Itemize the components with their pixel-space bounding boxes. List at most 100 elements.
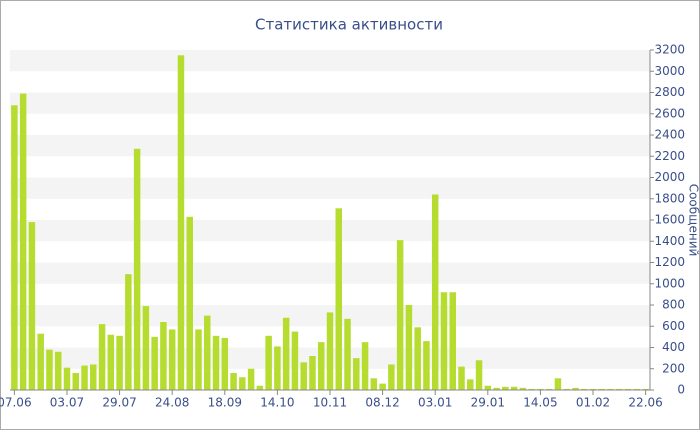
- y-tick-label: 800: [662, 298, 685, 312]
- bar: [300, 362, 307, 390]
- bar: [370, 378, 378, 390]
- y-tick-label: 2200: [654, 149, 685, 163]
- bar: [344, 318, 351, 390]
- bar: [449, 292, 456, 390]
- bar: [125, 274, 132, 390]
- bar: [177, 55, 185, 390]
- bar: [247, 368, 255, 390]
- y-tick-label: 2000: [654, 170, 685, 184]
- bar: [28, 222, 36, 390]
- x-tick-label: 03.07: [50, 396, 84, 410]
- x-tick-label: 03.01: [418, 396, 452, 410]
- y-tick-label: 400: [662, 340, 685, 354]
- bar: [265, 335, 272, 390]
- bar: [309, 356, 316, 390]
- bar: [563, 388, 570, 390]
- y-tick-label: 2800: [654, 85, 685, 99]
- bar: [458, 366, 465, 390]
- bar: [72, 373, 79, 390]
- grid-band: [10, 262, 650, 284]
- bar: [484, 385, 492, 390]
- bar: [396, 240, 404, 390]
- bar: [81, 365, 88, 390]
- grid-band: [10, 135, 650, 157]
- x-tick-label: 14.05: [523, 396, 557, 410]
- bar: [98, 324, 106, 390]
- bar: [572, 387, 579, 390]
- y-tick-label: 3000: [654, 64, 685, 78]
- bar: [160, 322, 167, 390]
- bar: [510, 386, 518, 390]
- bar: [581, 388, 588, 390]
- bar: [151, 336, 158, 390]
- bar: [239, 377, 246, 390]
- bar: [317, 342, 325, 390]
- y-tick-label: 2600: [654, 106, 685, 120]
- bar: [423, 341, 430, 390]
- x-tick-label: 01.02: [576, 396, 610, 410]
- bar: [19, 93, 27, 390]
- y-tick-label: 3200: [654, 43, 685, 57]
- bar: [46, 349, 53, 390]
- bar: [186, 216, 193, 390]
- bar: [624, 388, 632, 390]
- grid-band: [10, 92, 650, 114]
- x-tick-label: 18.09: [208, 396, 242, 410]
- bar: [133, 148, 141, 390]
- grid-band: [10, 177, 650, 199]
- y-tick-label: 0: [677, 383, 685, 397]
- bar: [221, 337, 229, 390]
- bar: [212, 335, 220, 390]
- y-tick-label: 200: [662, 361, 685, 375]
- bar: [361, 342, 369, 390]
- bar: [633, 388, 641, 390]
- bar: [291, 331, 299, 390]
- x-tick-label: 29.07: [102, 396, 136, 410]
- x-tick-label: 22.06: [628, 396, 662, 410]
- bar: [598, 388, 606, 390]
- y-tick-label: 1600: [654, 213, 685, 227]
- bar: [11, 105, 18, 390]
- y-tick-label: 1000: [654, 276, 685, 290]
- x-tick-label: 24.08: [155, 396, 189, 410]
- bar: [475, 360, 483, 390]
- bar: [388, 364, 395, 390]
- bar: [353, 358, 360, 390]
- bar: [589, 388, 597, 390]
- y-tick-label: 1400: [654, 234, 685, 248]
- bar: [195, 329, 202, 390]
- bar: [230, 373, 237, 390]
- bar: [282, 317, 290, 390]
- bar: [545, 388, 553, 390]
- bar: [37, 333, 44, 390]
- grid-band: [10, 220, 650, 242]
- bar: [493, 387, 500, 390]
- bar: [54, 351, 62, 390]
- bar: [326, 312, 334, 390]
- bar: [90, 364, 97, 390]
- y-tick-label: 1200: [654, 255, 685, 269]
- x-tick-label: 07.06: [0, 396, 32, 410]
- y-tick-label: 2400: [654, 128, 685, 142]
- y-axis-label: Сообщений: [687, 184, 700, 257]
- bar: [107, 334, 115, 390]
- bar: [554, 378, 562, 390]
- bar: [63, 367, 71, 390]
- x-tick-label: 10.11: [313, 396, 347, 410]
- bar: [519, 387, 527, 390]
- bar: [431, 194, 439, 390]
- bar: [142, 306, 150, 390]
- bar: [256, 385, 264, 390]
- x-tick-label: 08.12: [365, 396, 399, 410]
- y-tick-label: 1800: [654, 191, 685, 205]
- bar: [528, 388, 535, 390]
- bar: [204, 315, 211, 390]
- bar: [379, 383, 386, 390]
- bar: [537, 388, 544, 390]
- bar: [607, 388, 614, 390]
- bar: [642, 388, 649, 390]
- bar: [274, 346, 281, 390]
- x-tick-label: 14.10: [260, 396, 294, 410]
- bar: [440, 292, 448, 390]
